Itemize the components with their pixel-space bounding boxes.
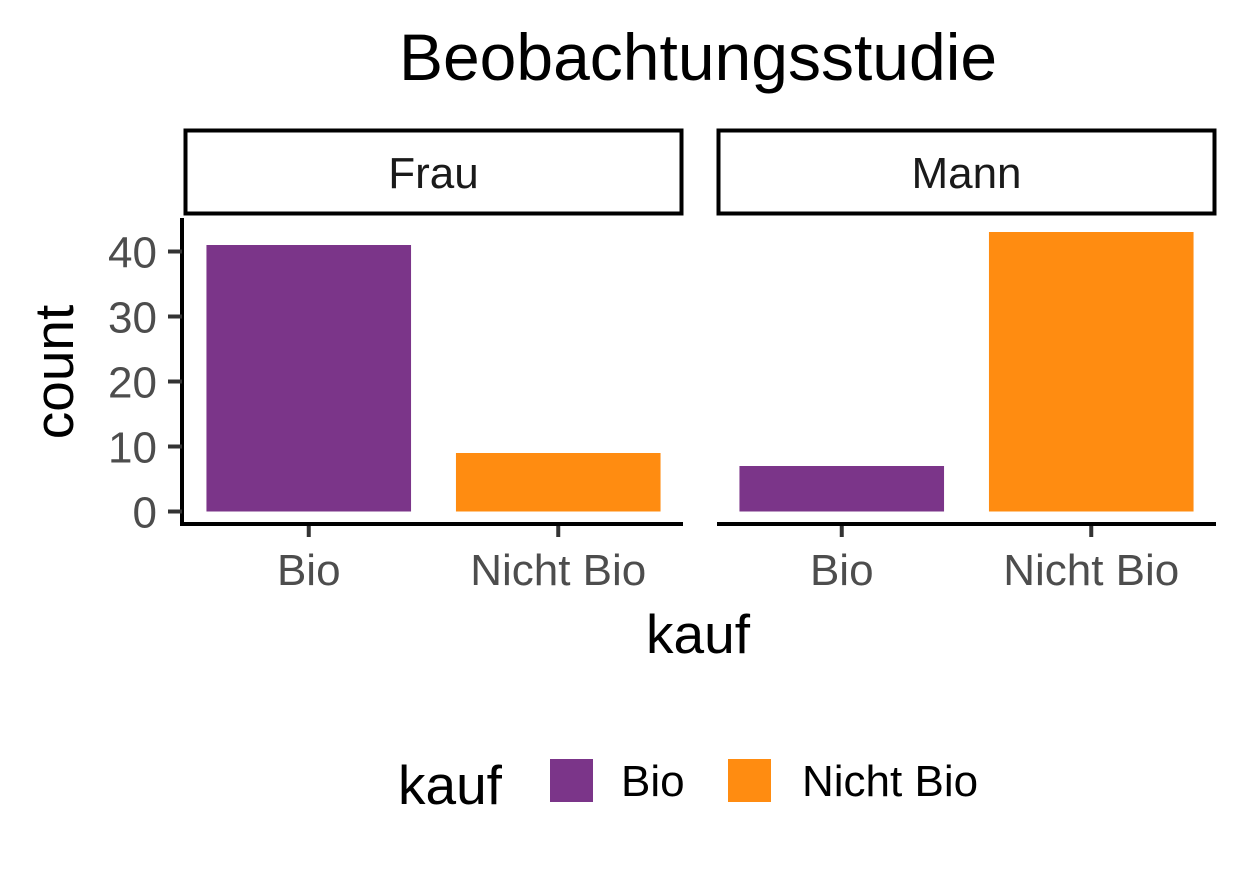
y-tick-label: 40 xyxy=(108,229,157,278)
x-tick-label: Nicht Bio xyxy=(1003,546,1179,595)
legend: kauf Bio Nicht Bio xyxy=(398,754,978,816)
facet-strip-label: Frau xyxy=(388,149,478,198)
facet-strip-label: Mann xyxy=(911,149,1021,198)
y-tick-label: 0 xyxy=(133,489,157,538)
legend-swatch xyxy=(728,759,771,802)
y-tick-label: 10 xyxy=(108,424,157,473)
y-axis: 0 10 20 30 40 xyxy=(108,218,184,538)
legend-swatch xyxy=(550,759,593,802)
x-axis-title: kauf xyxy=(646,603,751,665)
bar-bio xyxy=(206,245,412,512)
x-tick-label: Bio xyxy=(810,546,874,595)
chart-title: Beobachtungsstudie xyxy=(399,20,997,94)
y-axis-title: count xyxy=(23,305,85,440)
bar-bio xyxy=(739,466,945,512)
legend-label: Bio xyxy=(621,757,685,806)
legend-label: Nicht Bio xyxy=(802,757,978,806)
y-tick-label: 30 xyxy=(108,294,157,343)
y-tick-label: 20 xyxy=(108,359,157,408)
facet-panels: Frau Bio Nicht Bio Mann Bio Nicht Bio xyxy=(183,128,1217,595)
facet-strip xyxy=(716,128,1217,216)
bar-nicht-bio xyxy=(988,232,1194,512)
legend-title: kauf xyxy=(398,754,503,816)
facet-strip xyxy=(183,128,684,216)
x-tick-label: Nicht Bio xyxy=(470,546,646,595)
bar-nicht-bio xyxy=(455,453,661,512)
x-tick-label: Bio xyxy=(277,546,341,595)
